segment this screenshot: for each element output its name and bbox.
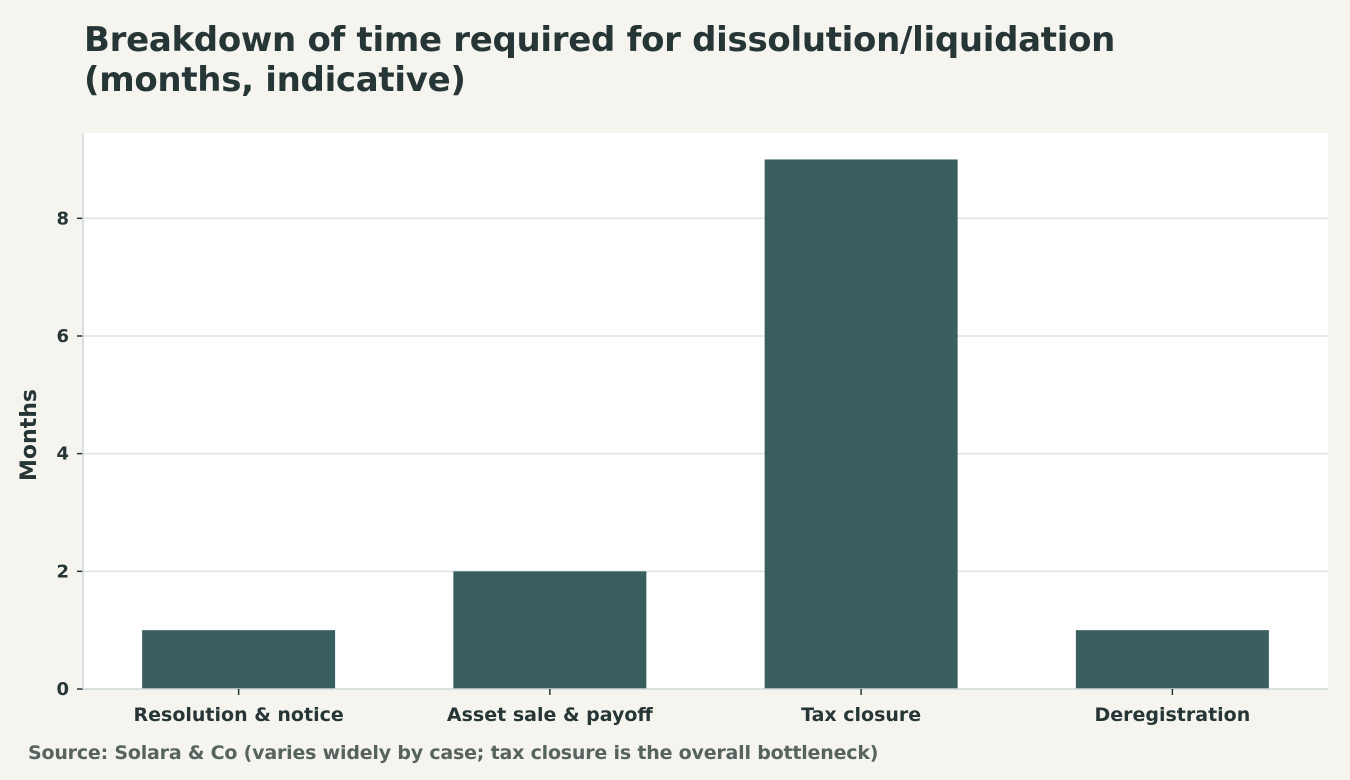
x-tick-label: Deregistration (1094, 704, 1250, 726)
bar (764, 159, 958, 689)
y-tick-label: 0 (56, 679, 69, 700)
bar (1075, 630, 1269, 689)
bar (142, 630, 336, 689)
y-tick-label: 2 (56, 561, 69, 582)
y-tick-label: 6 (56, 326, 69, 347)
y-tick-label: 8 (56, 208, 69, 229)
bar (453, 571, 647, 689)
plot-area (83, 133, 1328, 689)
y-axis-title: Months (17, 389, 42, 481)
bars (142, 159, 1269, 689)
y-tick-label: 4 (56, 444, 69, 465)
chart-title: Breakdown of time required for dissoluti… (84, 20, 1116, 100)
x-tick-label: Asset sale & payoff (447, 704, 654, 726)
source-note: Source: Solara & Co (varies widely by ca… (28, 742, 879, 764)
x-tick-label: Tax closure (801, 704, 921, 726)
x-tick-label: Resolution & notice (134, 704, 344, 726)
axes: 0 2 4 6 8 Resolution & notice Asset sale & pay… (56, 133, 1328, 726)
gridlines (83, 217, 1328, 573)
